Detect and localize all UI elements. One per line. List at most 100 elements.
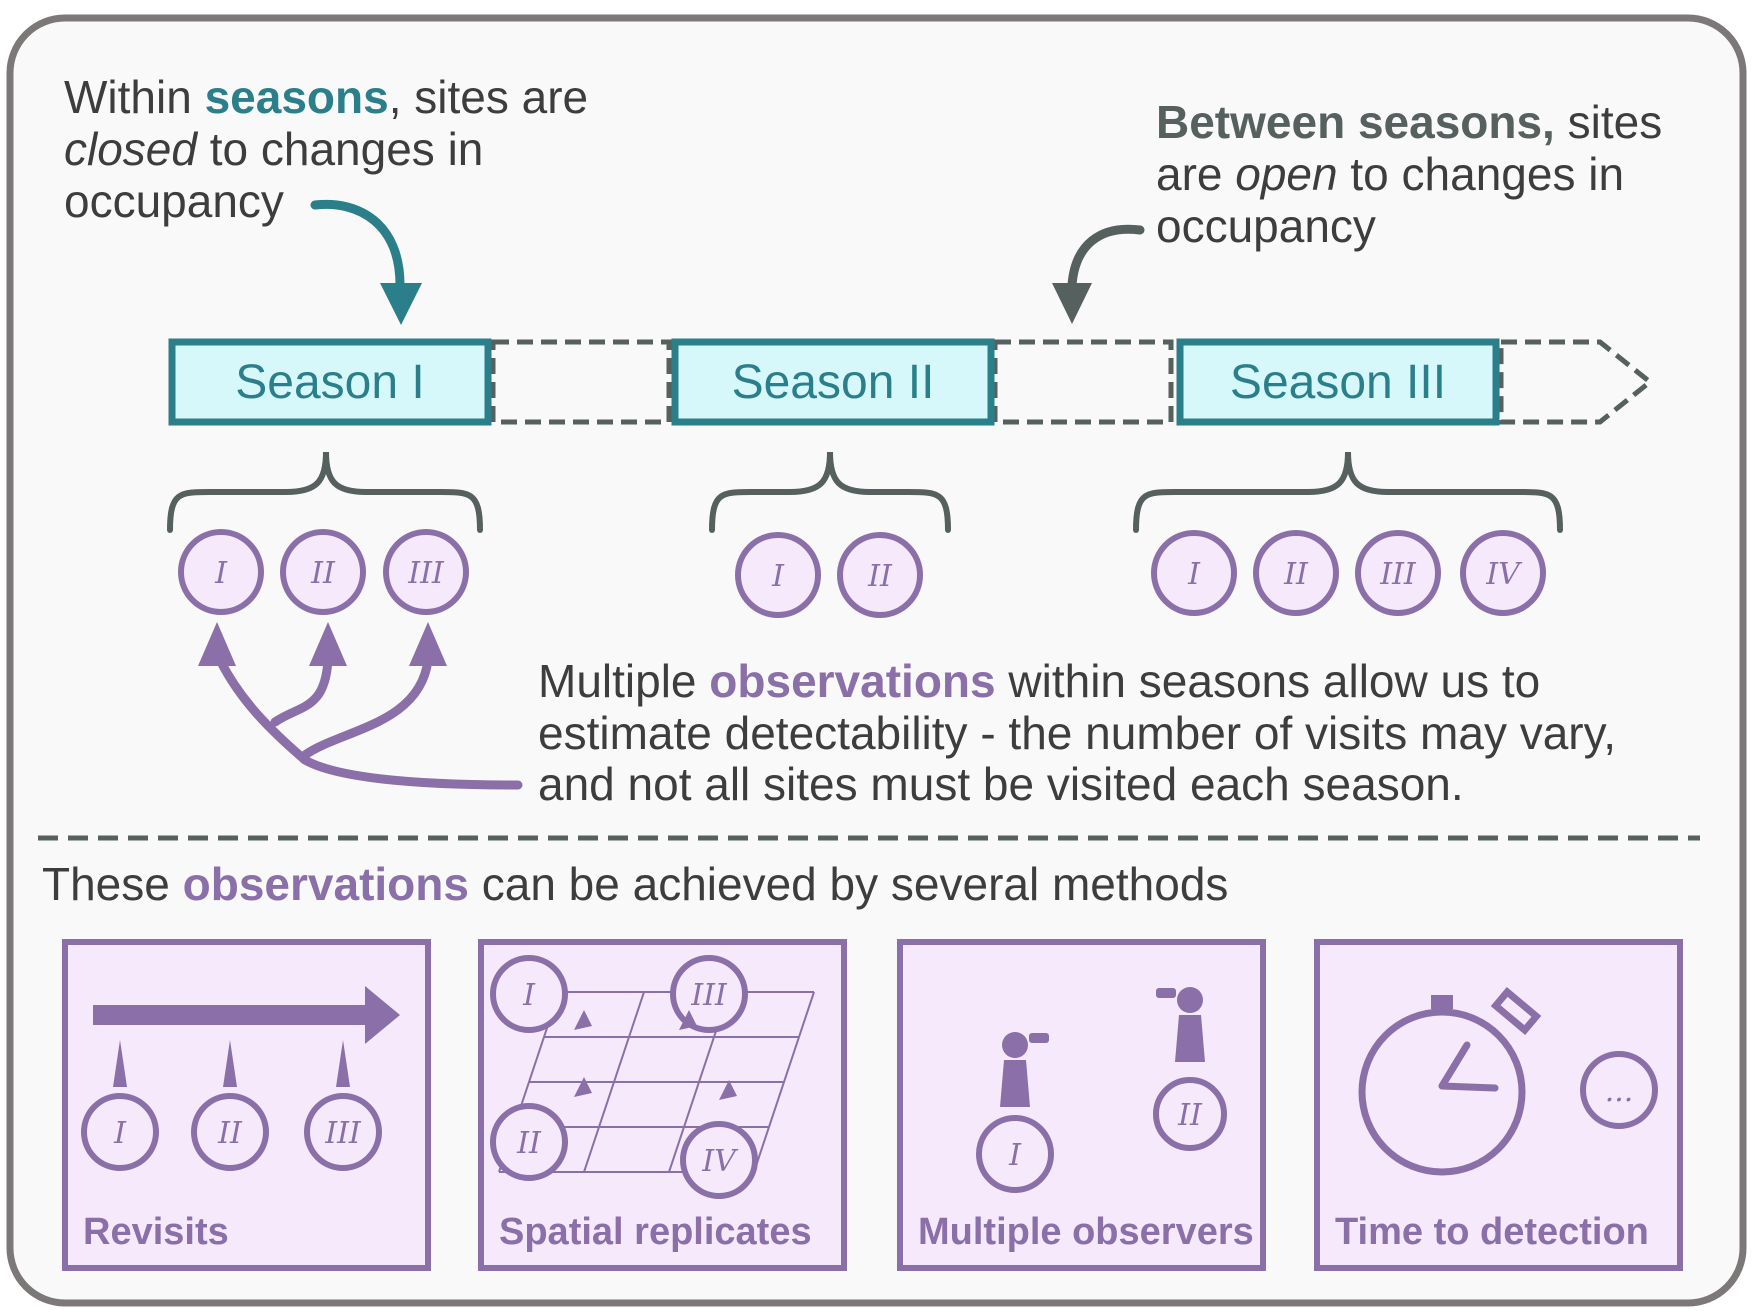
method-visit-label: ... xyxy=(1605,1074,1634,1109)
teal-arrowhead xyxy=(380,283,422,325)
method-visit-circle xyxy=(670,955,748,1033)
spatial-pointer xyxy=(574,1077,592,1097)
method-visit-label: III xyxy=(690,978,728,1013)
obs-arrowhead-2 xyxy=(309,622,347,666)
closed-italic: closed xyxy=(64,123,198,175)
visit-circle xyxy=(383,529,469,615)
visit-circle xyxy=(280,529,366,615)
method-visit-label: I xyxy=(113,1116,127,1151)
observer-icon xyxy=(1156,987,1205,1062)
gap-box-1 xyxy=(490,339,672,425)
within-season-visits: I II III I II I II III IV xyxy=(167,451,1563,618)
between-line3: occupancy xyxy=(1156,200,1376,252)
obs-line2: estimate detectability - the number of v… xyxy=(538,707,1616,759)
time-arrow-shaft xyxy=(93,1005,373,1025)
methods-suffix: can be achieved by several methods xyxy=(469,858,1228,910)
svg-text:closed to changes in: closed to changes in xyxy=(64,123,483,175)
method-visit-circle xyxy=(81,1093,159,1171)
methods-heading: These observations can be achieved by se… xyxy=(42,858,1228,910)
method-label: Spatial replicates xyxy=(499,1211,812,1253)
visit-label: II xyxy=(310,556,336,591)
between-seasons-note: Between seasons, sites are open to chang… xyxy=(1156,96,1662,252)
seasons-timeline: Season I Season II Season III xyxy=(168,338,1500,426)
note-line3: occupancy xyxy=(64,175,284,227)
within-seasons-note: Within seasons, sites are closed to chan… xyxy=(64,71,588,227)
method-visit-circle xyxy=(976,1115,1054,1193)
between-line2-rest: to changes in xyxy=(1338,148,1624,200)
season-label: Season III xyxy=(1230,356,1446,409)
method-visit-circle xyxy=(680,1121,758,1199)
between-highlight: Between seasons, xyxy=(1156,96,1555,148)
method-panel-4: Time to detection... xyxy=(1314,939,1683,1271)
visit-circle xyxy=(1253,530,1339,616)
between-line2-prefix: are xyxy=(1156,148,1235,200)
season-box-1: Season I xyxy=(168,338,492,426)
visit-circle xyxy=(178,529,264,615)
visit-circle xyxy=(1460,530,1546,616)
between-suffix: sites xyxy=(1555,96,1662,148)
slate-arrow xyxy=(1067,224,1145,290)
season-rect xyxy=(671,338,995,426)
brace xyxy=(1133,451,1563,533)
spatial-pointer xyxy=(574,1010,592,1030)
method-visit-circle xyxy=(191,1093,269,1171)
spatial-pointer xyxy=(719,1080,737,1100)
visit-label: IV xyxy=(1485,557,1523,592)
visit-label: II xyxy=(867,559,893,594)
method-visit-label: I xyxy=(1008,1138,1022,1173)
open-italic: open xyxy=(1235,148,1337,200)
observer-icon xyxy=(1000,1032,1049,1107)
spatial-pointer xyxy=(679,1010,697,1030)
brace xyxy=(167,451,483,533)
method-visit-label: IV xyxy=(701,1144,739,1179)
method-visit-circle xyxy=(490,955,568,1033)
season-rect xyxy=(1176,338,1500,426)
visit-label: I xyxy=(214,556,228,591)
season-rect xyxy=(168,338,492,426)
method-visit-circle xyxy=(1580,1051,1658,1129)
obs-arrowhead-1 xyxy=(198,622,236,666)
method-visit-circle xyxy=(1153,1077,1227,1151)
obs-line3: and not all sites must be visited each s… xyxy=(538,758,1464,810)
brace xyxy=(709,451,951,533)
method-visit-label: II xyxy=(516,1126,542,1161)
method-label: Multiple observers xyxy=(918,1211,1254,1253)
methods-highlight: observations xyxy=(183,858,469,910)
obs-highlight: observations xyxy=(709,655,995,707)
svg-text:are open to changes in: are open to changes in xyxy=(1156,148,1624,200)
season-visits-3: I II III IV xyxy=(1133,451,1563,616)
seasons-highlight: seasons xyxy=(205,71,389,123)
gap-box-open-end xyxy=(1498,339,1655,425)
season-box-3: Season III xyxy=(1176,338,1500,426)
method-visit-label: I xyxy=(522,978,536,1013)
obs-arrowhead-3 xyxy=(409,622,447,666)
visit-label: II xyxy=(1283,557,1309,592)
visit-label: III xyxy=(1379,557,1417,592)
obs-prefix: Multiple xyxy=(538,655,709,707)
stopwatch-icon xyxy=(1358,986,1542,1176)
method-visit-circle xyxy=(490,1103,568,1181)
methods-prefix: These xyxy=(42,858,183,910)
method-visit-label: II xyxy=(217,1116,243,1151)
note-line2: to changes in xyxy=(197,123,483,175)
method-label: Time to detection xyxy=(1335,1211,1649,1253)
between-season-gaps xyxy=(490,339,1655,425)
visit-circle xyxy=(837,532,923,618)
visit-circle xyxy=(1151,530,1237,616)
obs-arrow-3 xyxy=(300,655,433,760)
tick-marker xyxy=(223,1040,237,1087)
method-visit-circle xyxy=(304,1093,382,1171)
obs-arrow-2 xyxy=(270,655,333,727)
obs-line1-rest: within seasons allow us to xyxy=(996,655,1541,707)
season-box-2: Season II xyxy=(671,338,995,426)
observation-arrowheads xyxy=(198,622,447,666)
note-prefix: Within xyxy=(64,71,205,123)
svg-text:Between seasons, sites: Between seasons, sites xyxy=(1156,96,1662,148)
teal-arrow xyxy=(310,199,405,290)
observations-note: Multiple observations within seasons all… xyxy=(538,655,1616,810)
